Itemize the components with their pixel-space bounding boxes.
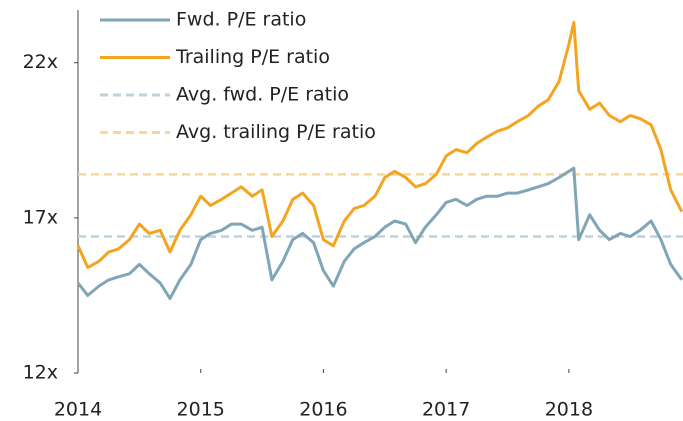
legend-label: Fwd. P/E ratio: [176, 9, 306, 31]
legend-label: Avg. trailing P/E ratio: [176, 121, 376, 143]
legend-label: Avg. fwd. P/E ratio: [176, 84, 349, 106]
series-line: [76, 166, 683, 300]
series-line: [76, 20, 683, 269]
y-tick-label: 17x: [23, 206, 58, 228]
x-tick-label: 2015: [177, 399, 225, 421]
x-tick-label: 2017: [422, 399, 470, 421]
y-tick-label: 22x: [23, 51, 58, 73]
legend-label: Trailing P/E ratio: [175, 46, 330, 68]
x-tick-label: 2016: [299, 399, 347, 421]
y-tick-label: 12x: [23, 362, 58, 384]
x-tick-label: 2018: [545, 399, 593, 421]
x-tick-label: 2014: [54, 399, 102, 421]
